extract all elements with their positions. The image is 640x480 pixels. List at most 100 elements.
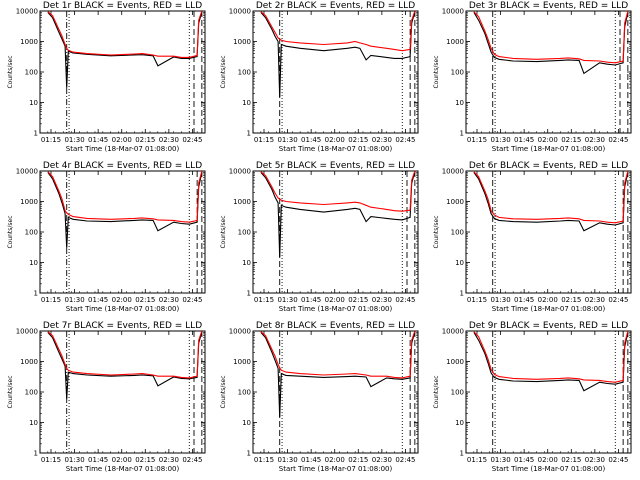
x-tick-label: 01:45 — [88, 136, 108, 144]
series-line-lld — [260, 171, 416, 212]
y-tick-label: 100 — [451, 389, 464, 397]
y-tick-label: 1000 — [20, 198, 38, 206]
x-axis-label: Start Time (18-Mar-07 01:08:00) — [492, 465, 606, 473]
x-axis-label: Start Time (18-Mar-07 01:08:00) — [66, 305, 180, 313]
x-tick-label: 01:30 — [64, 136, 84, 144]
plot-frame — [465, 170, 632, 294]
chart-svg-7: Det 7r BLACK = Events, RED = LLD 1 10 100 10… — [7, 321, 206, 473]
chart-title: Det 6r BLACK = Events, RED = LLD — [469, 161, 628, 171]
chart-title: Det 3r BLACK = Events, RED = LLD — [469, 1, 628, 11]
chart-svg-8: Det 8r BLACK = Events, RED = LLD 1 10 100 10… — [220, 321, 419, 473]
y-tick-label: 100 — [25, 389, 38, 397]
series-line-events — [260, 331, 416, 418]
y-tick-label: 1000 — [20, 358, 38, 366]
series-line-lld — [260, 331, 416, 379]
y-tick-label: 1 — [460, 290, 464, 298]
x-tick-label: 02:45 — [608, 456, 628, 464]
x-tick-label: 01:15 — [41, 456, 61, 464]
x-tick-label: 01:30 — [490, 136, 510, 144]
plot-frame — [252, 170, 419, 294]
series-line-lld — [473, 171, 629, 224]
plot-frame — [39, 170, 206, 294]
x-tick-label: 02:00 — [112, 296, 132, 304]
x-tick-label: 02:30 — [585, 296, 605, 304]
series-line-events — [47, 11, 203, 88]
x-tick-label: 02:30 — [585, 136, 605, 144]
y-tick-label: 1 — [247, 290, 251, 298]
x-tick-label: 01:45 — [301, 456, 321, 464]
x-tick-label: 01:30 — [277, 456, 297, 464]
chart-panel-6: Det 6r BLACK = Events, RED = LLD 1 10 100 10… — [426, 160, 639, 320]
y-tick-label: 10000 — [229, 8, 251, 16]
y-tick-label: 100 — [238, 69, 251, 77]
y-tick-label: 10 — [242, 99, 251, 107]
x-tick-label: 02:30 — [159, 296, 179, 304]
chart-title: Det 7r BLACK = Events, RED = LLD — [43, 321, 202, 331]
x-tick-label: 02:45 — [182, 136, 202, 144]
x-tick-label: 01:15 — [254, 136, 274, 144]
x-tick-label: 02:15 — [561, 456, 581, 464]
chart-panel-8: Det 8r BLACK = Events, RED = LLD 1 10 100 10… — [213, 320, 426, 480]
chart-svg-5: Det 5r BLACK = Events, RED = LLD 1 10 100 10… — [220, 161, 419, 313]
x-tick-label: 02:15 — [561, 136, 581, 144]
y-tick-label: 10 — [242, 259, 251, 267]
x-tick-label: 01:15 — [41, 296, 61, 304]
series-line-events — [260, 11, 416, 98]
y-tick-label: 10000 — [16, 168, 38, 176]
y-tick-label: 10000 — [229, 328, 251, 336]
series-line-lld — [47, 171, 203, 223]
x-tick-label: 02:45 — [182, 296, 202, 304]
plot-frame — [39, 10, 206, 134]
y-axis-label: Counts/sec — [220, 55, 227, 88]
chart-panel-4: Det 4r BLACK = Events, RED = LLD 1 10 100 10… — [0, 160, 213, 320]
y-axis-label: Counts/sec — [7, 375, 14, 408]
x-tick-label: 02:00 — [538, 296, 558, 304]
series-line-lld — [47, 11, 203, 58]
x-tick-label: 02:15 — [135, 456, 155, 464]
y-axis-label: Counts/sec — [220, 375, 227, 408]
y-axis-label: Counts/sec — [433, 215, 440, 248]
y-tick-label: 10000 — [442, 328, 464, 336]
y-tick-label: 10 — [29, 99, 38, 107]
chart-title: Det 9r BLACK = Events, RED = LLD — [469, 321, 628, 331]
x-tick-label: 01:45 — [514, 136, 534, 144]
series-line-lld — [473, 331, 629, 383]
y-tick-label: 100 — [25, 229, 38, 237]
plot-frame — [39, 330, 206, 454]
x-tick-label: 02:00 — [325, 296, 345, 304]
y-tick-label: 1 — [460, 450, 464, 458]
x-tick-label: 02:45 — [395, 136, 415, 144]
y-tick-label: 10000 — [442, 168, 464, 176]
y-tick-label: 10 — [455, 419, 464, 427]
x-tick-label: 01:45 — [514, 296, 534, 304]
y-axis-label: Counts/sec — [7, 215, 14, 248]
y-tick-label: 1000 — [446, 358, 464, 366]
plot-frame — [252, 10, 419, 134]
x-tick-label: 01:30 — [490, 296, 510, 304]
x-tick-label: 01:30 — [64, 456, 84, 464]
x-tick-label: 02:15 — [348, 136, 368, 144]
plot-frame — [465, 330, 632, 454]
y-tick-label: 1 — [34, 450, 38, 458]
y-tick-label: 100 — [25, 69, 38, 77]
x-tick-label: 01:45 — [88, 296, 108, 304]
x-tick-label: 02:15 — [135, 136, 155, 144]
y-tick-label: 1 — [460, 130, 464, 138]
chart-title: Det 8r BLACK = Events, RED = LLD — [256, 321, 415, 331]
x-tick-label: 01:30 — [64, 296, 84, 304]
y-axis-label: Counts/sec — [433, 375, 440, 408]
x-tick-label: 02:15 — [135, 296, 155, 304]
chart-svg-2: Det 2r BLACK = Events, RED = LLD 1 10 100 10… — [220, 1, 419, 153]
chart-title: Det 4r BLACK = Events, RED = LLD — [43, 161, 202, 171]
chart-title: Det 1r BLACK = Events, RED = LLD — [43, 1, 202, 11]
chart-panel-7: Det 7r BLACK = Events, RED = LLD 1 10 100 10… — [0, 320, 213, 480]
x-tick-label: 02:00 — [112, 136, 132, 144]
x-tick-label: 02:00 — [538, 456, 558, 464]
y-tick-label: 1000 — [446, 198, 464, 206]
y-tick-label: 10000 — [16, 328, 38, 336]
y-tick-label: 10 — [29, 419, 38, 427]
x-tick-label: 02:00 — [325, 136, 345, 144]
y-axis-label: Counts/sec — [220, 215, 227, 248]
x-tick-label: 01:45 — [301, 136, 321, 144]
x-tick-label: 02:30 — [372, 296, 392, 304]
